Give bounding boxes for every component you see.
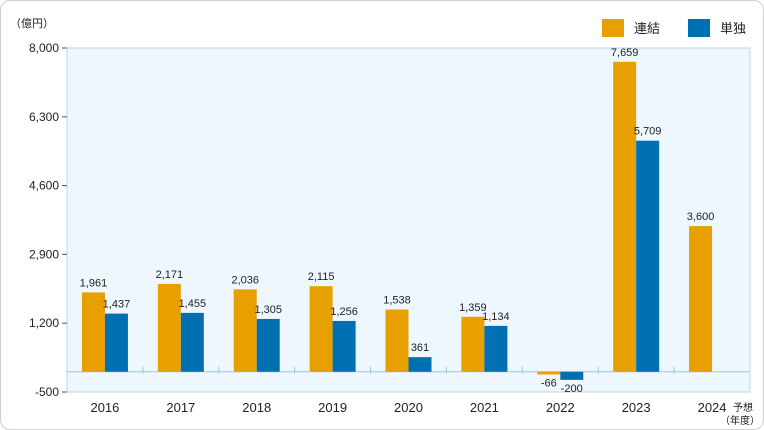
x-tick-label: 2017 <box>166 400 195 415</box>
bar-standalone-2021 <box>484 325 508 372</box>
data-label: 7,659 <box>611 47 639 59</box>
data-label: 1,538 <box>383 295 411 307</box>
data-label: 2,036 <box>231 274 259 286</box>
bar-consolidated-2023 <box>613 61 637 372</box>
y-tick-label: -500 <box>35 385 59 399</box>
bar-standalone-2023 <box>636 140 660 372</box>
data-label: 1,305 <box>254 304 282 316</box>
data-label: 1,437 <box>103 299 131 311</box>
data-label: 2,115 <box>308 271 335 283</box>
y-tick-label: 6,300 <box>29 110 59 124</box>
data-label: 1,134 <box>482 311 510 323</box>
y-tick-label: 1,200 <box>29 316 59 330</box>
x-unit-label: （年度） <box>720 414 760 427</box>
forecast-label: 予想 <box>733 401 753 414</box>
y-tick-label: 2,900 <box>29 247 59 261</box>
bar-standalone-2022 <box>560 371 584 380</box>
bar-standalone-2020 <box>408 357 432 372</box>
data-label: 361 <box>411 342 429 354</box>
bar-consolidated-2018 <box>233 289 257 372</box>
data-label: 5,709 <box>634 126 662 138</box>
y-tick-label: 4,600 <box>29 179 59 193</box>
bar-standalone-2016 <box>104 313 128 372</box>
data-label: 3,600 <box>687 211 715 223</box>
x-tick-label: 2018 <box>242 400 271 415</box>
y-tick-label: 8,000 <box>29 41 59 55</box>
x-tick-label: 2019 <box>318 400 347 415</box>
bar-consolidated-2021 <box>461 316 485 372</box>
bar-consolidated-2020 <box>385 309 409 372</box>
data-label: -66 <box>541 377 557 389</box>
bar-standalone-2018 <box>256 318 280 372</box>
bar-consolidated-2017 <box>157 283 181 372</box>
legend-swatch-standalone <box>688 19 710 37</box>
x-tick-label: 2022 <box>546 400 575 415</box>
x-tick-label: 2024 <box>698 400 727 415</box>
x-tick-label: 2021 <box>470 400 499 415</box>
bar-consolidated-2024 <box>689 226 713 372</box>
bar-consolidated-2016 <box>81 292 105 372</box>
data-label: 2,171 <box>156 269 184 281</box>
data-label: 1,256 <box>330 306 358 318</box>
x-tick-label: 2020 <box>394 400 423 415</box>
bar-consolidated-2022 <box>537 371 561 375</box>
legend-swatch-consolidated <box>602 19 624 37</box>
bar-consolidated-2019 <box>309 286 333 372</box>
y-unit-label: （億円） <box>10 17 54 30</box>
legend-label: 単独 <box>720 21 746 36</box>
data-label: -200 <box>561 383 583 395</box>
data-label: 1,961 <box>80 277 108 289</box>
data-label: 1,359 <box>459 302 487 314</box>
x-tick-label: 2016 <box>90 400 119 415</box>
data-label: 1,455 <box>179 298 207 310</box>
bar-standalone-2017 <box>180 312 204 372</box>
bar-standalone-2019 <box>332 320 356 372</box>
legend-label: 連結 <box>634 21 660 36</box>
x-tick-label: 2023 <box>622 400 651 415</box>
